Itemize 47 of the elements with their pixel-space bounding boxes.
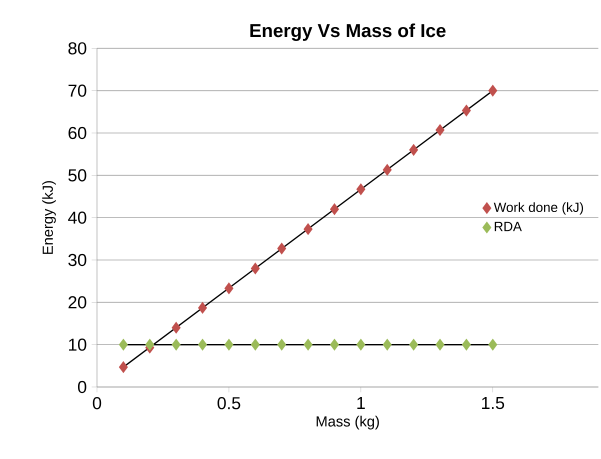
y-tick-label: 40 [68, 212, 86, 224]
y-tick-label: 50 [68, 169, 86, 182]
x-axis-title: Mass (kg) [316, 416, 379, 430]
y-tick-label: 0 [78, 380, 86, 394]
point [172, 322, 181, 334]
point [488, 84, 498, 97]
y-axis-title: Energy (kJ) [42, 181, 56, 254]
point [304, 223, 313, 235]
point [382, 164, 392, 176]
point [118, 338, 128, 351]
point [330, 338, 339, 351]
point [409, 338, 418, 351]
point [436, 124, 444, 136]
point [409, 144, 418, 156]
point [224, 282, 234, 294]
point [172, 338, 181, 351]
point [462, 338, 471, 351]
point [277, 242, 286, 254]
point [118, 361, 128, 373]
y-tick-label: 30 [68, 254, 86, 266]
x-tick-label: 0 [92, 397, 102, 410]
x-tick-label: 0.5 [218, 397, 240, 410]
point [198, 338, 208, 351]
y-tick-label: 70 [68, 84, 86, 97]
chart-title: Energy Vs Mass of Ice [250, 23, 446, 41]
point [145, 338, 154, 351]
point [277, 338, 286, 351]
y-tick-label: 20 [68, 296, 86, 308]
point [436, 338, 444, 351]
point [488, 338, 498, 351]
x-tick-label: 1 [357, 397, 365, 409]
point [250, 262, 260, 274]
point [224, 338, 234, 351]
point [462, 104, 471, 116]
legend-label: Work done (kJ) [494, 202, 584, 215]
x-tick-label: 1.5 [482, 397, 504, 410]
point [304, 338, 313, 351]
point [198, 302, 208, 314]
y-tick-label: 10 [68, 338, 86, 351]
point [356, 338, 366, 351]
point [382, 338, 392, 351]
point [330, 203, 339, 216]
y-tick-label: 80 [68, 42, 86, 54]
point [250, 338, 260, 351]
legend-label: RDA [494, 222, 522, 232]
y-tick-label: 60 [68, 126, 86, 140]
point [356, 183, 366, 196]
